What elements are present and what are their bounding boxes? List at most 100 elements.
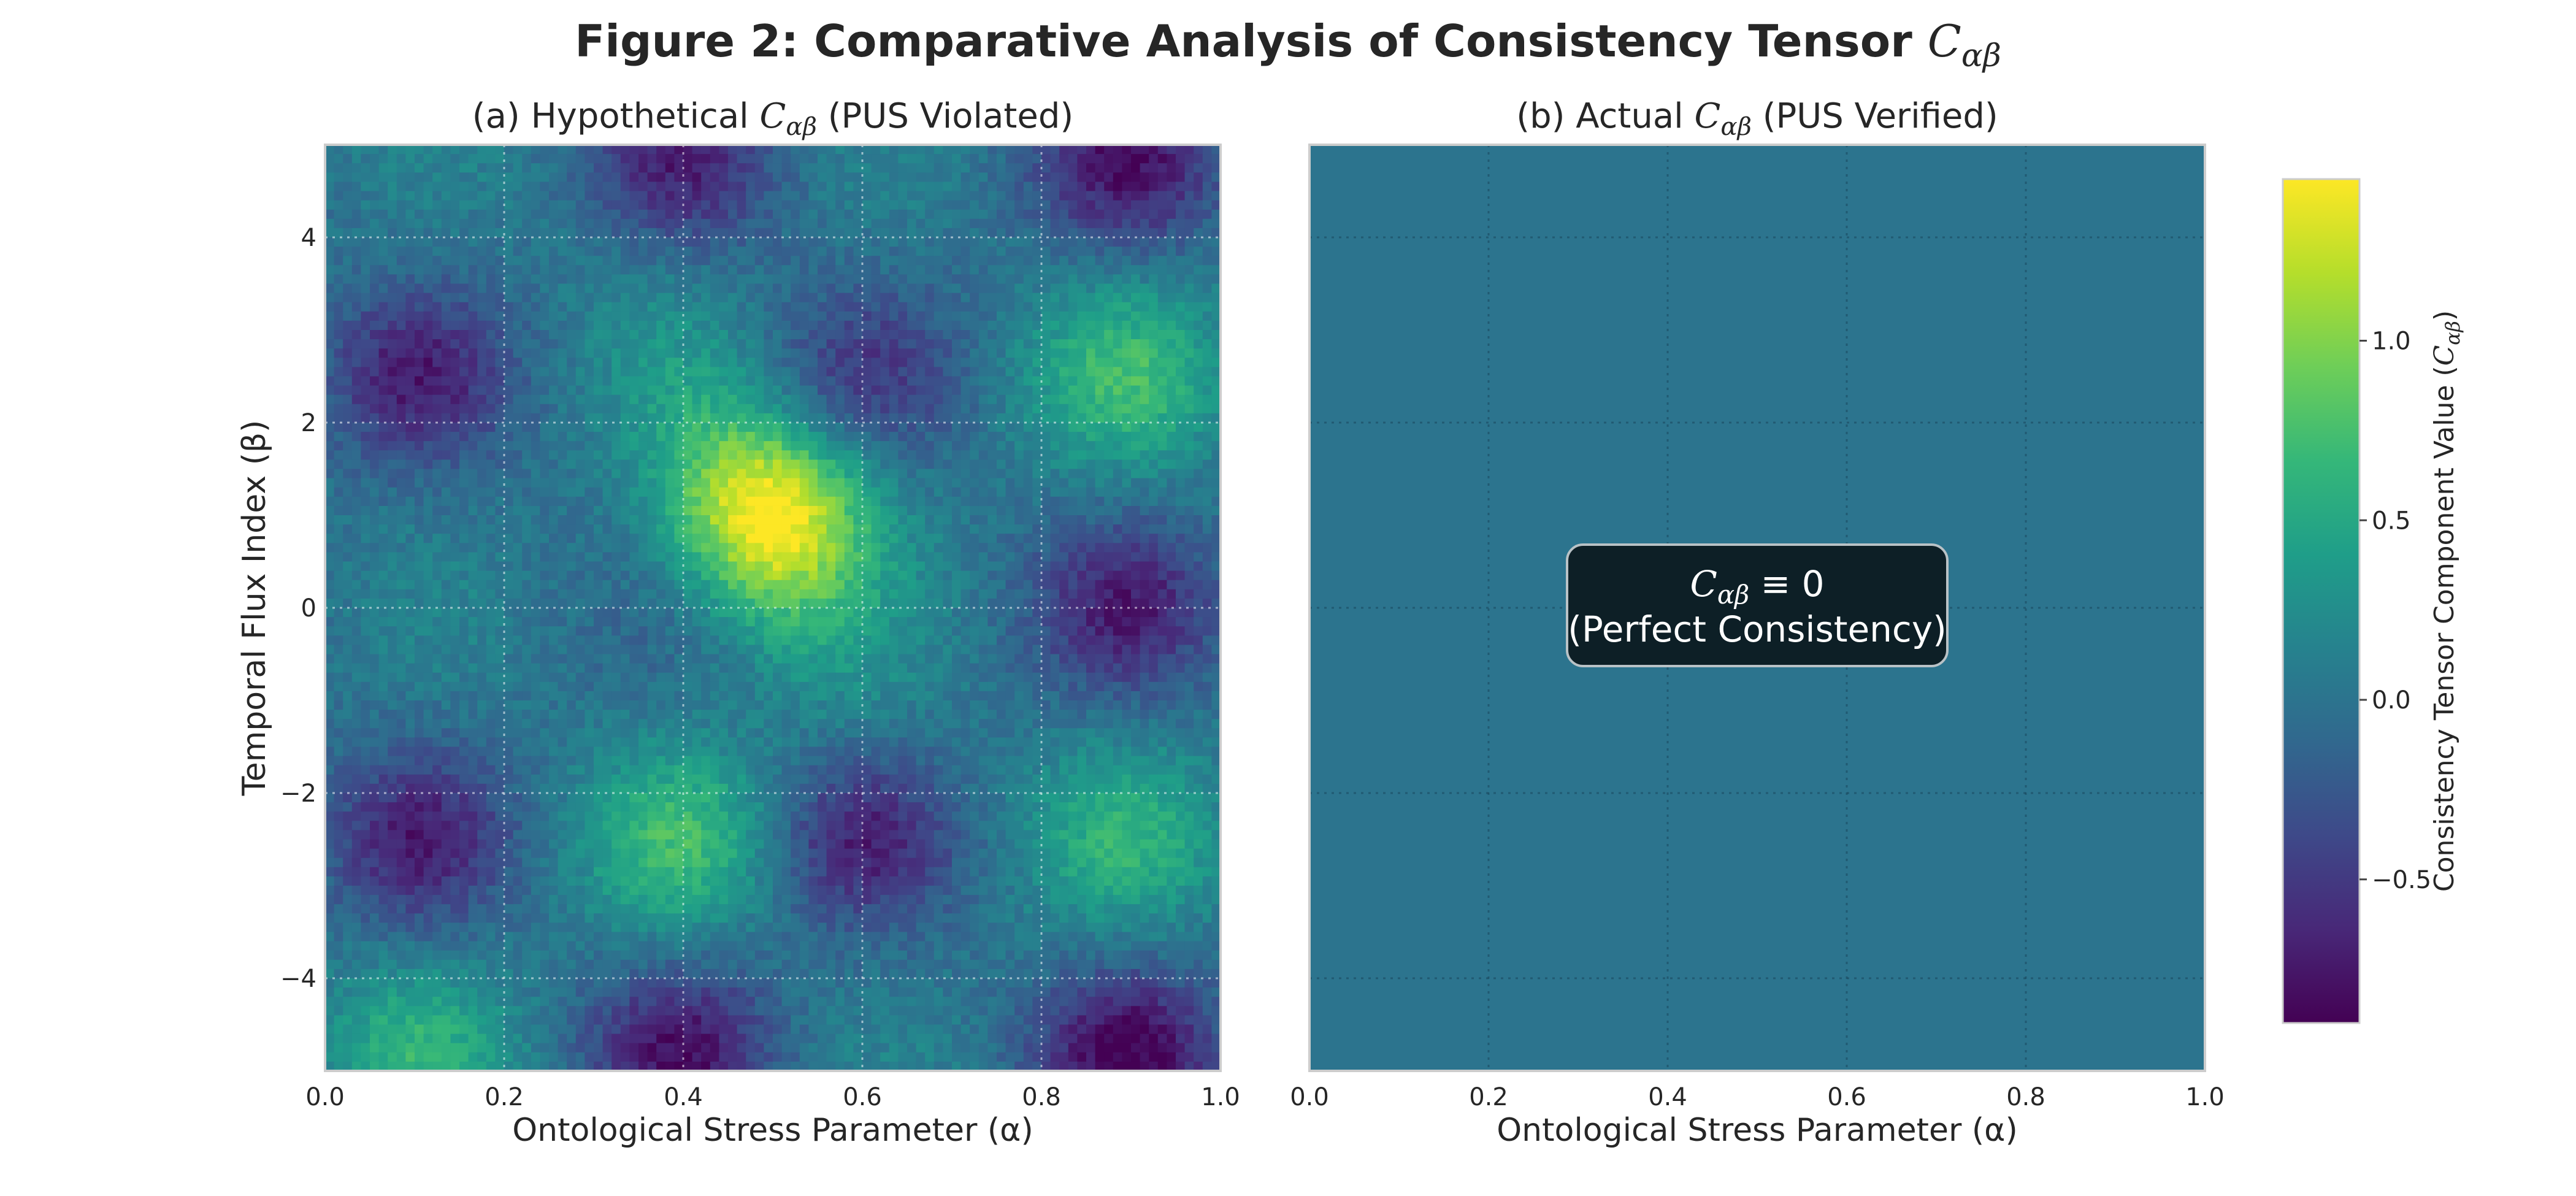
heatmap-cell: [1113, 589, 1122, 599]
heatmap-cell: [522, 247, 532, 256]
heatmap-cell: [835, 348, 845, 358]
heatmap-cell: [1184, 145, 1194, 155]
heatmap-cell: [1023, 552, 1033, 562]
heatmap-cell: [1211, 543, 1221, 553]
heatmap-cell: [853, 247, 863, 256]
heatmap-cell: [1157, 598, 1167, 608]
heatmap-cell: [925, 376, 935, 386]
heatmap-cell: [486, 589, 496, 599]
heatmap-cell: [1005, 432, 1015, 442]
heatmap-cell: [997, 265, 1006, 275]
heatmap-cell: [799, 561, 809, 572]
heatmap-cell: [415, 598, 424, 608]
heatmap-cell: [1140, 561, 1149, 572]
heatmap-cell: [459, 182, 469, 192]
heatmap-cell: [468, 432, 478, 442]
heatmap-cell: [459, 172, 469, 182]
heatmap-cell: [504, 496, 514, 507]
heatmap-cell: [701, 589, 711, 599]
heatmap-cell: [665, 274, 675, 285]
heatmap-cell: [638, 441, 648, 451]
heatmap-cell: [791, 191, 800, 201]
heatmap-cell: [674, 348, 684, 358]
heatmap-cell: [701, 580, 711, 590]
heatmap-cell: [943, 394, 953, 405]
heatmap-cell: [585, 172, 594, 182]
heatmap-cell: [1184, 256, 1194, 266]
heatmap-cell: [754, 394, 764, 405]
heatmap-cell: [432, 469, 442, 479]
heatmap-cell: [826, 172, 836, 182]
heatmap-cell: [818, 376, 827, 386]
heatmap-cell: [674, 459, 684, 470]
heatmap-cell: [978, 524, 988, 534]
heatmap-cell: [764, 524, 773, 534]
heatmap-cell: [970, 598, 979, 608]
heatmap-cell: [602, 311, 612, 321]
heatmap-cell: [1032, 154, 1042, 164]
heatmap-cell: [540, 404, 550, 414]
heatmap-cell: [486, 394, 496, 405]
heatmap-cell: [325, 469, 335, 479]
heatmap-cell: [719, 348, 729, 358]
heatmap-cell: [997, 515, 1006, 525]
heatmap-cell: [880, 311, 890, 321]
heatmap-cell: [1113, 237, 1122, 247]
heatmap-cell: [754, 570, 764, 581]
heatmap-cell: [620, 302, 630, 312]
heatmap-cell: [826, 413, 836, 423]
heatmap-cell: [844, 339, 854, 349]
heatmap-cell: [880, 172, 890, 182]
heatmap-cell: [620, 145, 630, 155]
heatmap-cell: [907, 265, 917, 275]
heatmap-cell: [343, 413, 353, 423]
heatmap-cell: [1077, 163, 1087, 173]
heatmap-cell: [522, 348, 532, 358]
heatmap-cell: [1211, 394, 1221, 405]
heatmap-cell: [880, 145, 890, 155]
heatmap-cell: [710, 459, 719, 470]
heatmap-cell: [791, 534, 800, 543]
heatmap-cell: [898, 598, 908, 608]
heatmap-cell: [826, 552, 836, 562]
heatmap-cell: [960, 302, 970, 312]
heatmap-cell: [558, 505, 567, 516]
heatmap-cell: [486, 330, 496, 340]
heatmap-cell: [898, 534, 908, 543]
heatmap-cell: [486, 376, 496, 386]
heatmap-cell: [799, 274, 809, 285]
heatmap-cell: [781, 450, 791, 460]
heatmap-cell: [754, 469, 764, 479]
heatmap-cell: [1167, 191, 1176, 201]
heatmap-cell: [594, 561, 604, 572]
heatmap-cell: [880, 524, 890, 534]
heatmap-cell: [1077, 348, 1087, 358]
heatmap-cell: [764, 358, 773, 367]
heatmap-cell: [540, 265, 550, 275]
heatmap-cell: [701, 413, 711, 423]
heatmap-cell: [907, 570, 917, 581]
heatmap-cell: [970, 543, 979, 553]
heatmap-cell: [746, 524, 756, 534]
heatmap-cell: [1176, 385, 1186, 396]
heatmap-cell: [781, 515, 791, 525]
heatmap-cell: [1032, 413, 1042, 423]
heatmap-cell: [1014, 552, 1024, 562]
heatmap-cell: [575, 256, 585, 266]
heatmap-cell: [441, 367, 451, 377]
heatmap-cell: [1149, 478, 1159, 488]
heatmap-cell: [1041, 283, 1051, 294]
heatmap-cell: [674, 469, 684, 479]
heatmap-cell: [835, 358, 845, 367]
heatmap-cell: [1059, 320, 1069, 331]
heatmap-cell: [1184, 394, 1194, 405]
heatmap-cell: [1041, 469, 1051, 479]
heatmap-cell: [844, 200, 854, 210]
heatmap-cell: [826, 589, 836, 599]
heatmap-cell: [1122, 432, 1132, 442]
heatmap-cell: [594, 394, 604, 405]
heatmap-cell: [728, 580, 738, 590]
heatmap-cell: [1086, 256, 1096, 266]
heatmap-cell: [351, 478, 361, 488]
heatmap-cell: [960, 413, 970, 423]
